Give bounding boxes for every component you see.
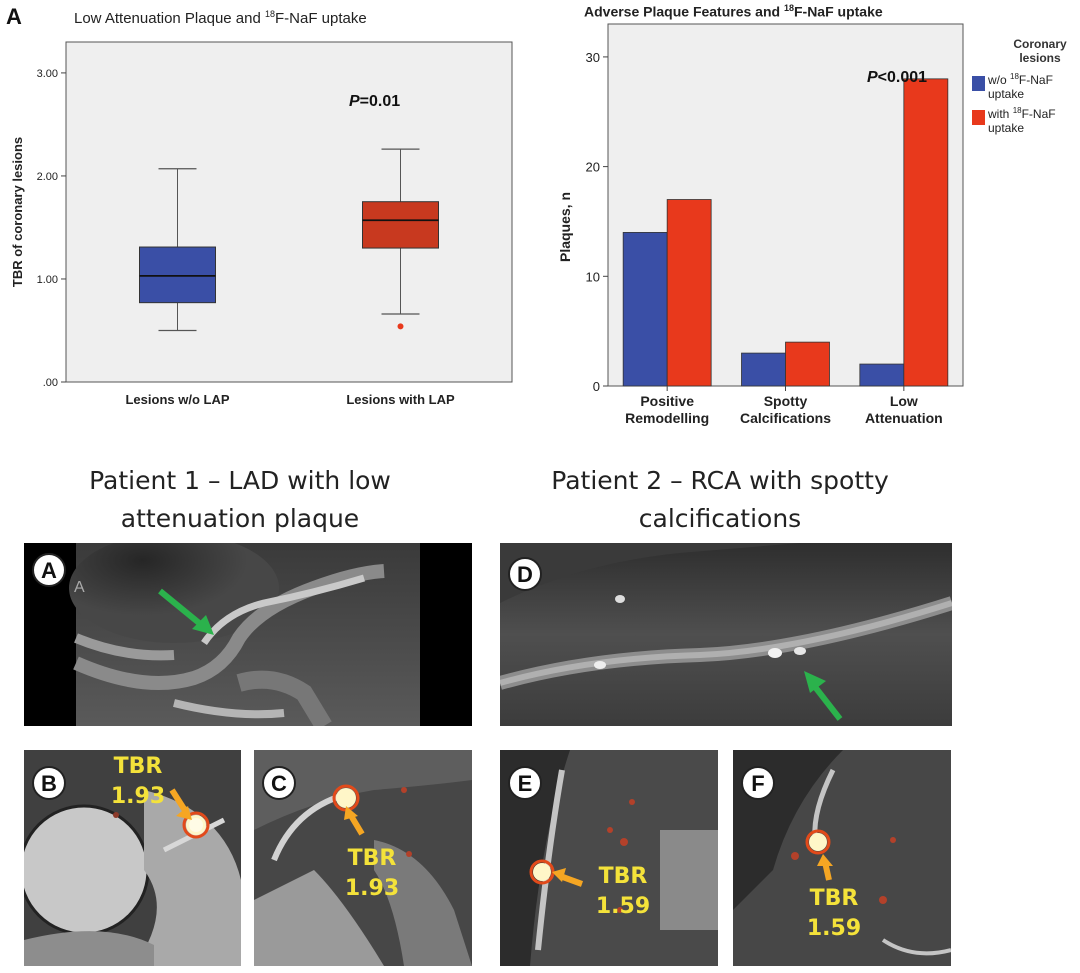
barchart-bar bbox=[666, 199, 712, 387]
barchart-bar bbox=[903, 78, 949, 387]
ct-image-e: E TBR 1.59 bbox=[500, 750, 718, 966]
boxplot-outlier bbox=[397, 323, 404, 330]
ct-image-b: B TBR 1.93 bbox=[24, 750, 241, 966]
patient2-title-line1: Patient 2 – RCA with spotty bbox=[551, 466, 889, 495]
barchart-ylabel: Plaques, n bbox=[557, 192, 573, 262]
ct-image-f: F TBR 1.59 bbox=[733, 750, 951, 966]
boxplot-ylabel: TBR of coronary lesions bbox=[10, 137, 25, 287]
ct-image-b-tbr: TBR 1.93 bbox=[98, 752, 178, 812]
legend-label-without: w/o 18F-NaF bbox=[987, 72, 1053, 87]
barchart-p-annotation: P<0.001 bbox=[867, 69, 927, 86]
ct-image-c: C TBR 1.93 bbox=[254, 750, 472, 966]
legend-swatch-with bbox=[972, 110, 985, 125]
barchart-ytick-label: 0 bbox=[593, 379, 600, 394]
ct-image-c-graphic bbox=[254, 750, 472, 966]
boxplot-title-sup: 18 bbox=[265, 9, 276, 19]
panel-letter-a: A bbox=[6, 4, 22, 29]
barchart-category-label: Calcifications bbox=[740, 410, 831, 426]
boxplot-marks: Lesions w/o LAP Lesions with LAP bbox=[125, 148, 455, 407]
patient1-title-line1: Patient 1 – LAD with low bbox=[89, 466, 391, 495]
legend-label-with: with 18F-NaF bbox=[987, 106, 1056, 121]
legend-with-b: F-NaF bbox=[1022, 107, 1056, 121]
patient1-title-line2: attenuation plaque bbox=[120, 504, 360, 533]
ct-image-b-letter: B bbox=[32, 766, 66, 800]
legend-title-1: Coronary bbox=[1013, 37, 1067, 51]
ct-image-a-letter: A bbox=[32, 553, 66, 587]
boxplot-ytick-label: 2.00 bbox=[37, 171, 58, 183]
barchart-bar bbox=[622, 232, 668, 387]
ct-image-f-tbr: TBR 1.59 bbox=[799, 884, 869, 944]
boxplot-chart: .001.002.003.00 Lesions w/o LAP Lesions w… bbox=[10, 41, 513, 407]
legend-with-a: with bbox=[987, 107, 1013, 121]
boxplot-p-value: =0.01 bbox=[360, 93, 401, 110]
boxplot-box bbox=[362, 201, 439, 249]
ct-image-f-letter: F bbox=[741, 766, 775, 800]
ct-image-f-tbr-label: TBR bbox=[809, 886, 859, 911]
barchart-bar bbox=[741, 352, 786, 387]
barchart-category-label: Spotty bbox=[764, 393, 808, 409]
boxplot-title-text: Low Attenuation Plaque and bbox=[74, 10, 265, 27]
ct-image-c-letter: C bbox=[262, 766, 296, 800]
barchart-category-label: Low bbox=[890, 393, 918, 409]
legend-without-line2: uptake bbox=[988, 87, 1024, 101]
ct-image-e-tbr-value: 1.59 bbox=[595, 894, 651, 919]
barchart-title-end: F-NaF uptake bbox=[793, 3, 883, 20]
ct-image-d: D bbox=[500, 543, 952, 726]
barchart-category-label: Attenuation bbox=[865, 410, 943, 426]
legend-with-sup: 18 bbox=[1013, 106, 1022, 115]
ct-image-d-letter: D bbox=[508, 557, 542, 591]
boxplot-title-end: F-NaF uptake bbox=[275, 10, 367, 27]
ct-image-a-small-letter: A bbox=[74, 579, 85, 596]
ct-image-b-tbr-label: TBR bbox=[113, 754, 163, 779]
legend-title-2: lesions bbox=[1019, 51, 1061, 65]
boxplot-p-letter: P bbox=[349, 93, 360, 110]
barchart-p-letter: P bbox=[867, 69, 878, 86]
patient1-title: Patient 1 – LAD with low attenuation pla… bbox=[40, 462, 440, 538]
barchart-bar bbox=[785, 341, 830, 387]
barchart-category-label: Remodelling bbox=[625, 410, 709, 426]
ct-image-c-tbr-label: TBR bbox=[347, 846, 397, 871]
legend-with-line2: uptake bbox=[988, 121, 1024, 135]
ct-image-c-tbr-value: 1.93 bbox=[344, 876, 400, 901]
barchart-ytick-label: 20 bbox=[586, 160, 600, 175]
barchart-title-text: Adverse Plaque Features and bbox=[584, 3, 784, 20]
legend-swatch-without bbox=[972, 76, 985, 91]
ct-image-a-graphic bbox=[69, 543, 420, 726]
legend-without-sup: 18 bbox=[1010, 72, 1019, 81]
boxplot-title: Low Attenuation Plaque and 18F-NaF uptak… bbox=[74, 9, 367, 27]
barchart-y-axis: 0 10 20 30 bbox=[586, 50, 608, 394]
ct-image-f-tbr-value: 1.59 bbox=[806, 916, 862, 941]
ct-image-e-tbr-label: TBR bbox=[598, 864, 648, 889]
legend-without-a: w/o bbox=[987, 73, 1010, 87]
ct-image-c-tbr: TBR 1.93 bbox=[332, 844, 412, 904]
ct-image-b-graphic bbox=[24, 750, 241, 966]
boxplot-category-label: Lesions w/o LAP bbox=[125, 392, 229, 407]
ct-image-e-letter: E bbox=[508, 766, 542, 800]
ct-image-a: A A bbox=[24, 543, 472, 726]
boxplot-p-annotation: P=0.01 bbox=[349, 93, 400, 110]
ct-image-e-tbr: TBR 1.59 bbox=[588, 862, 658, 922]
patient2-title: Patient 2 – RCA with spotty calcificatio… bbox=[500, 462, 940, 538]
legend-without-b: F-NaF bbox=[1019, 73, 1053, 87]
barchart-category-label: Positive bbox=[640, 393, 694, 409]
boxplot-y-axis: .00 1.00 2.00 3.00 bbox=[37, 68, 66, 389]
boxplot-box bbox=[139, 246, 216, 304]
ct-image-b-tbr-value: 1.93 bbox=[110, 784, 166, 809]
barchart-p-value: <0.001 bbox=[878, 69, 927, 86]
boxplot-plot-area bbox=[65, 41, 513, 383]
barchart-title: Adverse Plaque Features and 18F-NaF upta… bbox=[584, 3, 883, 20]
barchart-bar bbox=[859, 363, 905, 387]
boxplot-ytick-label: 3.00 bbox=[37, 68, 58, 80]
boxplot-ytick-label: .00 bbox=[43, 377, 58, 389]
boxplot-ytick-label: 1.00 bbox=[37, 274, 58, 286]
ct-image-d-graphic bbox=[500, 543, 952, 726]
barchart-ytick-label: 30 bbox=[586, 50, 600, 65]
patient2-title-line2: calcifications bbox=[638, 504, 802, 533]
ct-image-f-graphic bbox=[733, 750, 951, 966]
barchart-title-sup: 18 bbox=[783, 3, 794, 13]
barchart-ytick-label: 10 bbox=[586, 269, 600, 284]
boxplot-category-label: Lesions with LAP bbox=[346, 392, 455, 407]
